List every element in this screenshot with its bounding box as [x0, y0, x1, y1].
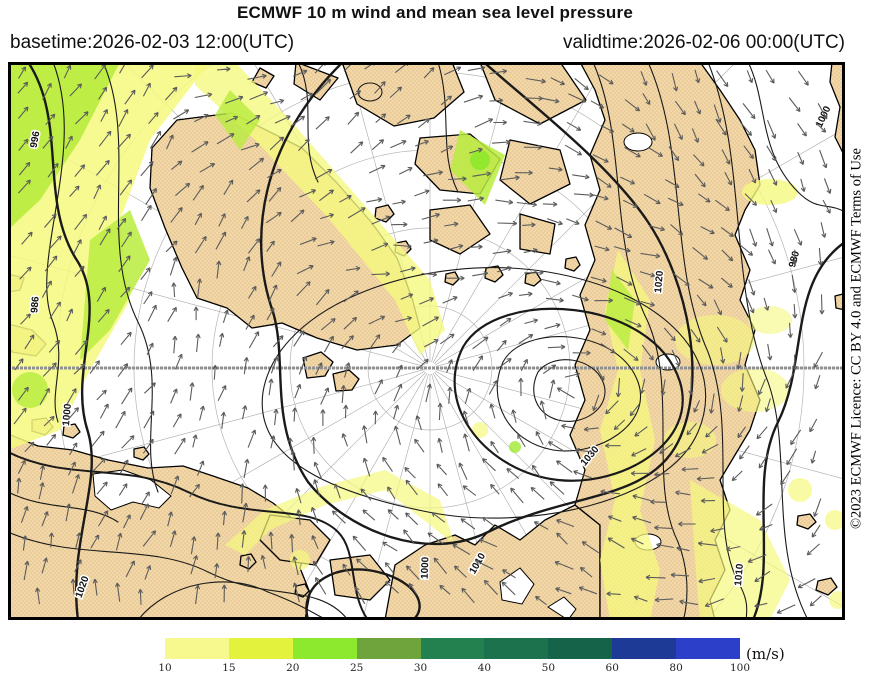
islet — [294, 583, 310, 598]
legend-segment — [420, 638, 485, 659]
meridian-line — [434, 372, 683, 620]
legend-tick-label: 10 — [158, 662, 172, 674]
copyright-text: ©2023 ECMWF Licence: CC BY 4.0 and ECMWF… — [848, 148, 865, 529]
isobar-label: 996 — [29, 130, 43, 149]
isobar — [8, 531, 349, 620]
land-right-strip — [829, 62, 845, 158]
shade-yellow — [788, 478, 812, 502]
isobar-closed — [533, 359, 606, 422]
isobar-label: 1020 — [653, 270, 666, 294]
shade-bright-green — [470, 150, 490, 170]
isobar-label: 986 — [29, 296, 41, 314]
shade-yellow — [225, 470, 455, 555]
shade-green — [12, 372, 48, 408]
legend-tick-label: 60 — [605, 662, 619, 674]
legend-tick-label: 100 — [729, 662, 751, 674]
meridian-line — [177, 372, 426, 620]
legend-tick-label: 25 — [349, 662, 364, 674]
islet — [564, 256, 581, 272]
isobar — [437, 62, 459, 193]
islet — [815, 577, 838, 596]
shade-yellow — [290, 550, 310, 570]
basetime-label: basetime:2026-02-03 12:00(UTC) — [10, 32, 295, 53]
legend-tick-label: 30 — [413, 662, 428, 674]
islet — [484, 265, 504, 283]
lake — [623, 132, 653, 152]
isobar-label: 1000 — [61, 403, 74, 427]
legend-tick-label: 15 — [222, 662, 236, 674]
wind-speed-legend: 10 15 20 25 30 40 50 60 80 100 (m/s) — [0, 632, 870, 678]
shade-yellow — [825, 510, 845, 530]
isobar — [297, 62, 319, 183]
land-arctic-island — [519, 213, 556, 255]
legend-segment — [612, 638, 677, 659]
isobar — [8, 451, 369, 620]
legend-segment — [228, 638, 293, 659]
isobar — [102, 62, 159, 493]
land-arctic-island — [499, 139, 571, 205]
shade-yellow — [195, 62, 445, 355]
shade-yellow — [675, 315, 755, 365]
meridian-line — [432, 373, 576, 620]
shade-yellow — [664, 422, 716, 458]
meridian-line — [431, 373, 498, 620]
legend-colorbar — [165, 638, 741, 659]
isobar — [707, 62, 809, 620]
legend-segment — [676, 638, 741, 659]
arctic-weather-map: 996 986 1000 1020 1000 1010 1020 980 1000 1030 101… — [8, 62, 845, 620]
legend-segment — [548, 638, 613, 659]
isobar — [260, 62, 694, 546]
shade-green — [80, 210, 150, 360]
isobar — [647, 62, 749, 620]
legend-tick-label: 40 — [477, 662, 492, 674]
land-arctic-island — [429, 204, 491, 255]
shade-yellow — [742, 179, 798, 205]
isobar — [751, 240, 845, 620]
shade-yellow — [721, 368, 789, 412]
wind-arrows — [13, 62, 832, 614]
legend-tick-label: 80 — [669, 662, 683, 674]
islet — [62, 423, 81, 439]
isobar — [137, 581, 329, 620]
legend-segment — [356, 638, 421, 659]
isobar — [46, 62, 65, 423]
isobar-closed — [496, 336, 641, 452]
legend-tick-label: 50 — [541, 662, 556, 674]
shade-bright-green — [509, 441, 521, 453]
shade-yellow — [600, 250, 660, 620]
islet — [796, 513, 817, 530]
isobar-label: 1010 — [733, 563, 746, 587]
isobar — [305, 568, 421, 620]
inlet — [547, 596, 577, 620]
shade-yellow — [690, 480, 790, 620]
land-arctic-island — [479, 62, 587, 125]
isobar — [592, 62, 688, 620]
meridian-line — [435, 256, 845, 367]
shade-yellow — [829, 591, 845, 609]
legend-segment — [165, 638, 229, 659]
meridian-line — [432, 62, 608, 363]
landmasses — [8, 62, 845, 620]
map-frame — [8, 62, 845, 620]
isobar — [26, 62, 93, 620]
lake — [92, 469, 172, 511]
wind-arrow-field — [13, 62, 832, 614]
shade-green — [215, 90, 260, 150]
copyright-sidebar: ©2023 ECMWF Licence: CC BY 4.0 and ECMWF… — [846, 62, 868, 620]
legend-unit-label: (m/s) — [746, 645, 785, 663]
legend-segment — [484, 638, 549, 659]
legend-segment — [292, 638, 357, 659]
shade-yellow — [472, 422, 488, 438]
legend-tick-label: 20 — [286, 662, 300, 674]
validtime-label: validtime:2026-02-06 00:00(UTC) — [563, 32, 845, 53]
page-title: ECMWF 10 m wind and mean sea level press… — [237, 3, 633, 22]
land-arctic-island — [341, 62, 465, 127]
time-row: basetime:2026-02-03 12:00(UTC) validtime… — [0, 32, 870, 56]
shade-yellow — [748, 306, 792, 334]
inlet — [499, 567, 535, 605]
isobar-label: 1000 — [420, 556, 432, 579]
